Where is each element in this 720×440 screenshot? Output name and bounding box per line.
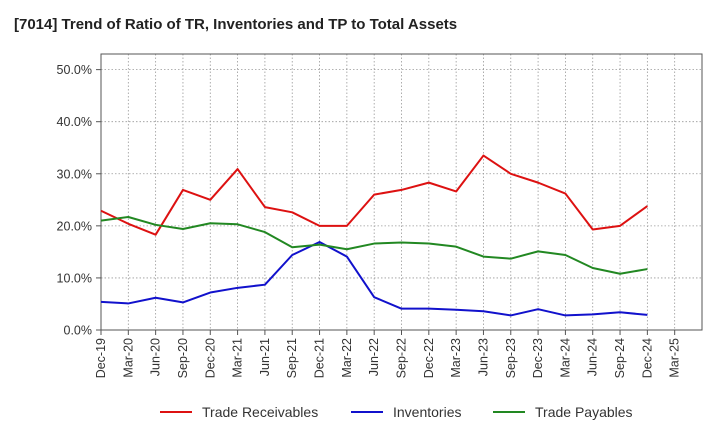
x-tick-label: Jun-23 — [476, 338, 490, 376]
y-tick-label: 40.0% — [57, 115, 92, 129]
x-tick-label: Sep-22 — [395, 338, 409, 378]
x-tick-label: Dec-19 — [94, 338, 108, 378]
x-tick-label: Dec-22 — [422, 338, 436, 378]
y-tick-label: 0.0% — [64, 324, 93, 338]
legend-item-trade-receivables: Trade Receivables — [160, 404, 318, 420]
legend-label-trade-payables: Trade Payables — [535, 404, 633, 420]
x-tick-label: Dec-23 — [531, 338, 545, 378]
x-axis-ticks: Dec-19 Mar-20 Jun-20 Sep-20 Dec-20 Mar-21 Jun-… — [94, 330, 682, 378]
x-tick-label: Mar-24 — [558, 338, 572, 378]
legend-item-inventories: Inventories — [351, 404, 461, 420]
x-tick-label: Jun-24 — [586, 338, 600, 376]
x-tick-label: Dec-21 — [313, 338, 327, 378]
y-axis-ticks: 0.0% 10.0% 20.0% 30.0% 40.0% 50.0% — [57, 63, 101, 338]
x-tick-label: Sep-23 — [504, 338, 518, 378]
chart-title: [7014] Trend of Ratio of TR, Inventories… — [14, 16, 458, 33]
x-tick-label: Dec-20 — [203, 338, 217, 378]
x-tick-label: Jun-20 — [149, 338, 163, 376]
x-tick-label: Sep-21 — [285, 338, 299, 378]
x-tick-label: Mar-22 — [340, 338, 354, 378]
legend-item-trade-payables: Trade Payables — [493, 404, 633, 420]
x-tick-label: Mar-25 — [668, 338, 682, 378]
legend-label-inventories: Inventories — [393, 404, 462, 420]
grid — [101, 54, 702, 330]
y-tick-label: 10.0% — [57, 271, 92, 285]
legend: Trade Receivables Inventories Trade Paya… — [0, 404, 720, 426]
y-tick-label: 50.0% — [57, 63, 92, 77]
y-tick-label: 30.0% — [57, 167, 92, 181]
x-tick-label: Dec-24 — [640, 338, 654, 378]
legend-swatch-inventories — [351, 411, 383, 413]
x-tick-label: Mar-23 — [449, 338, 463, 378]
legend-swatch-trade-payables — [493, 411, 525, 413]
x-tick-label: Mar-20 — [121, 338, 135, 378]
y-tick-label: 20.0% — [57, 219, 92, 233]
legend-label-trade-receivables: Trade Receivables — [202, 404, 319, 420]
series-lines — [100, 154, 648, 317]
legend-swatch-trade-receivables — [160, 411, 192, 413]
x-tick-label: Sep-24 — [613, 338, 627, 378]
x-tick-label: Mar-21 — [231, 338, 245, 378]
x-tick-label: Sep-20 — [176, 338, 190, 378]
x-tick-label: Jun-21 — [258, 338, 272, 376]
x-tick-label: Jun-22 — [367, 338, 381, 376]
